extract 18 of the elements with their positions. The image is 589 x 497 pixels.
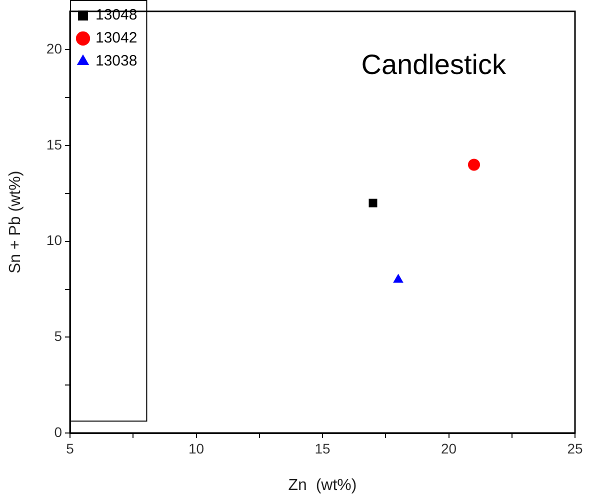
legend-label: 13038 xyxy=(96,52,138,70)
point xyxy=(368,198,378,208)
x-tick-label: 5 xyxy=(66,440,74,456)
point xyxy=(393,274,404,283)
point xyxy=(468,158,480,171)
x-tick-label: 20 xyxy=(440,440,457,456)
y-tick-label: 5 xyxy=(54,328,62,344)
x-tick-label: 25 xyxy=(567,440,583,456)
annotation: Candlestick xyxy=(361,49,507,80)
y-axis-title: Sn + Pb (wt%) xyxy=(7,170,24,274)
y-tick-label: 20 xyxy=(46,40,62,57)
y-tick-label: 15 xyxy=(46,136,62,152)
y-tick-label: 0 xyxy=(54,424,62,440)
y-tick-label: 10 xyxy=(46,232,62,248)
x-tick-label: 10 xyxy=(188,440,204,456)
legend-label: 13042 xyxy=(96,30,138,47)
x-tick-label: 15 xyxy=(314,440,330,456)
x-axis-title: Zn (wt%) xyxy=(288,476,357,494)
